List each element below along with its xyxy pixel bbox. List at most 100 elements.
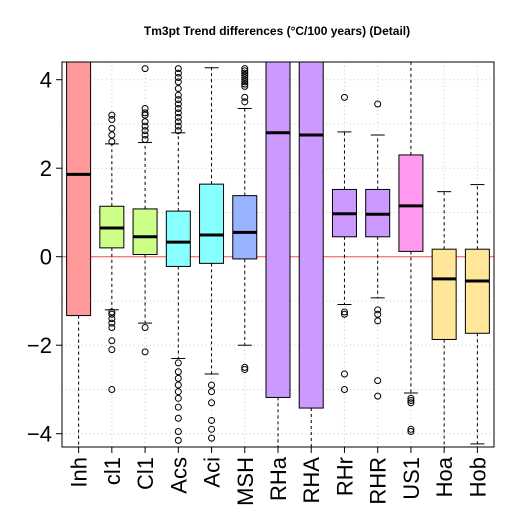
y-tick-label: 2: [40, 156, 52, 181]
outlier-point: [174, 388, 182, 396]
outlier-point: [407, 399, 415, 407]
outlier-point: [108, 116, 116, 124]
outlier-point: [141, 122, 149, 130]
x-tick-label: Aci: [200, 457, 225, 488]
outlier-point: [174, 368, 182, 376]
outlier-point: [174, 436, 182, 444]
x-tick-label: Acs: [166, 457, 191, 494]
box-body: [431, 248, 457, 340]
outlier-point: [108, 111, 116, 119]
box-RHa: [265, 61, 291, 447]
box-body: [199, 183, 225, 264]
outlier-point: [174, 414, 182, 422]
outlier-point: [174, 104, 182, 112]
outlier-point: [141, 111, 149, 119]
outlier-point: [141, 348, 149, 356]
outlier-point: [108, 131, 116, 139]
box-Acs: [165, 65, 191, 444]
box-Hob: [464, 184, 490, 445]
outlier-point: [174, 374, 182, 382]
box-cl1: [99, 111, 125, 393]
outlier-point: [241, 363, 249, 371]
outlier-point: [174, 122, 182, 130]
x-tick-label: RHR: [366, 457, 391, 505]
x-tick-label: Inh: [67, 457, 92, 488]
outlier-point: [174, 113, 182, 121]
outlier-point: [108, 310, 116, 318]
box-body: [464, 248, 490, 334]
outlier-point: [174, 359, 182, 367]
outlier-point: [407, 394, 415, 402]
outlier-point: [108, 308, 116, 316]
x-tick-label: Hoa: [432, 456, 457, 497]
outlier-point: [374, 310, 382, 318]
box-Aci: [199, 67, 225, 442]
outlier-point: [407, 425, 415, 433]
outlier-point: [340, 310, 348, 318]
outlier-point: [141, 109, 149, 117]
x-tick-label: US1: [399, 457, 424, 500]
outlier-point: [108, 315, 116, 323]
outlier-point: [208, 416, 216, 424]
box-US1: [398, 61, 424, 436]
box-body: [398, 154, 424, 252]
box-Inh: [66, 61, 92, 447]
outlier-point: [174, 73, 182, 81]
outlier-point: [174, 428, 182, 436]
box-MSH: [232, 65, 258, 374]
outlier-point: [340, 385, 348, 393]
outlier-point: [108, 337, 116, 345]
outlier-point: [174, 381, 182, 389]
chart-title: Tm3pt Trend differences (°C/100 years) (…: [144, 24, 410, 38]
x-axis: Inh cl1 Cl1 Acs Aci MSH RHa RHA RHr RHR US1 Hoa Hob: [67, 447, 490, 506]
outlier-point: [174, 69, 182, 77]
outlier-point: [108, 385, 116, 393]
box-Hoa: [431, 191, 457, 447]
y-tick-label: 0: [40, 245, 52, 270]
y-tick-label: 4: [40, 68, 52, 93]
outlier-point: [141, 104, 149, 112]
outlier-point: [174, 91, 182, 99]
outlier-point: [374, 392, 382, 400]
outlier-point: [174, 65, 182, 73]
outlier-point: [174, 118, 182, 126]
outlier-point: [174, 85, 182, 93]
x-tick-label: RHA: [299, 457, 324, 504]
box-RHA: [298, 61, 324, 447]
box-body: [165, 210, 191, 267]
y-tick-label: −4: [27, 422, 52, 447]
outlier-point: [374, 100, 382, 108]
outlier-point: [208, 425, 216, 433]
x-tick-label: MSH: [233, 457, 258, 506]
outlier-point: [241, 76, 249, 84]
y-axis: −4 −2 0 2 4: [27, 68, 62, 447]
outlier-point: [108, 138, 116, 146]
x-tick-label: RHa: [266, 456, 291, 501]
outlier-point: [141, 135, 149, 143]
outlier-point: [374, 306, 382, 314]
outlier-point: [241, 67, 249, 75]
outlier-point: [241, 82, 249, 90]
outlier-point: [241, 73, 249, 81]
box-body: [132, 208, 158, 255]
outlier-point: [241, 80, 249, 88]
box-body: [66, 61, 92, 317]
outlier-point: [174, 109, 182, 117]
y-tick-label: −2: [27, 333, 52, 358]
outlier-point: [108, 324, 116, 332]
outlier-point: [340, 308, 348, 316]
outlier-point: [141, 118, 149, 126]
outlier-point: [141, 127, 149, 135]
outlier-point: [174, 403, 182, 411]
x-tick-label: Cl1: [133, 457, 158, 490]
outlier-point: [241, 98, 249, 106]
outlier-point: [407, 397, 415, 405]
outlier-point: [174, 100, 182, 108]
outlier-point: [241, 71, 249, 79]
box-body: [232, 195, 258, 260]
box-RHr: [331, 93, 357, 393]
outlier-point: [340, 93, 348, 101]
outlier-point: [174, 394, 182, 402]
outlier-point: [241, 65, 249, 73]
